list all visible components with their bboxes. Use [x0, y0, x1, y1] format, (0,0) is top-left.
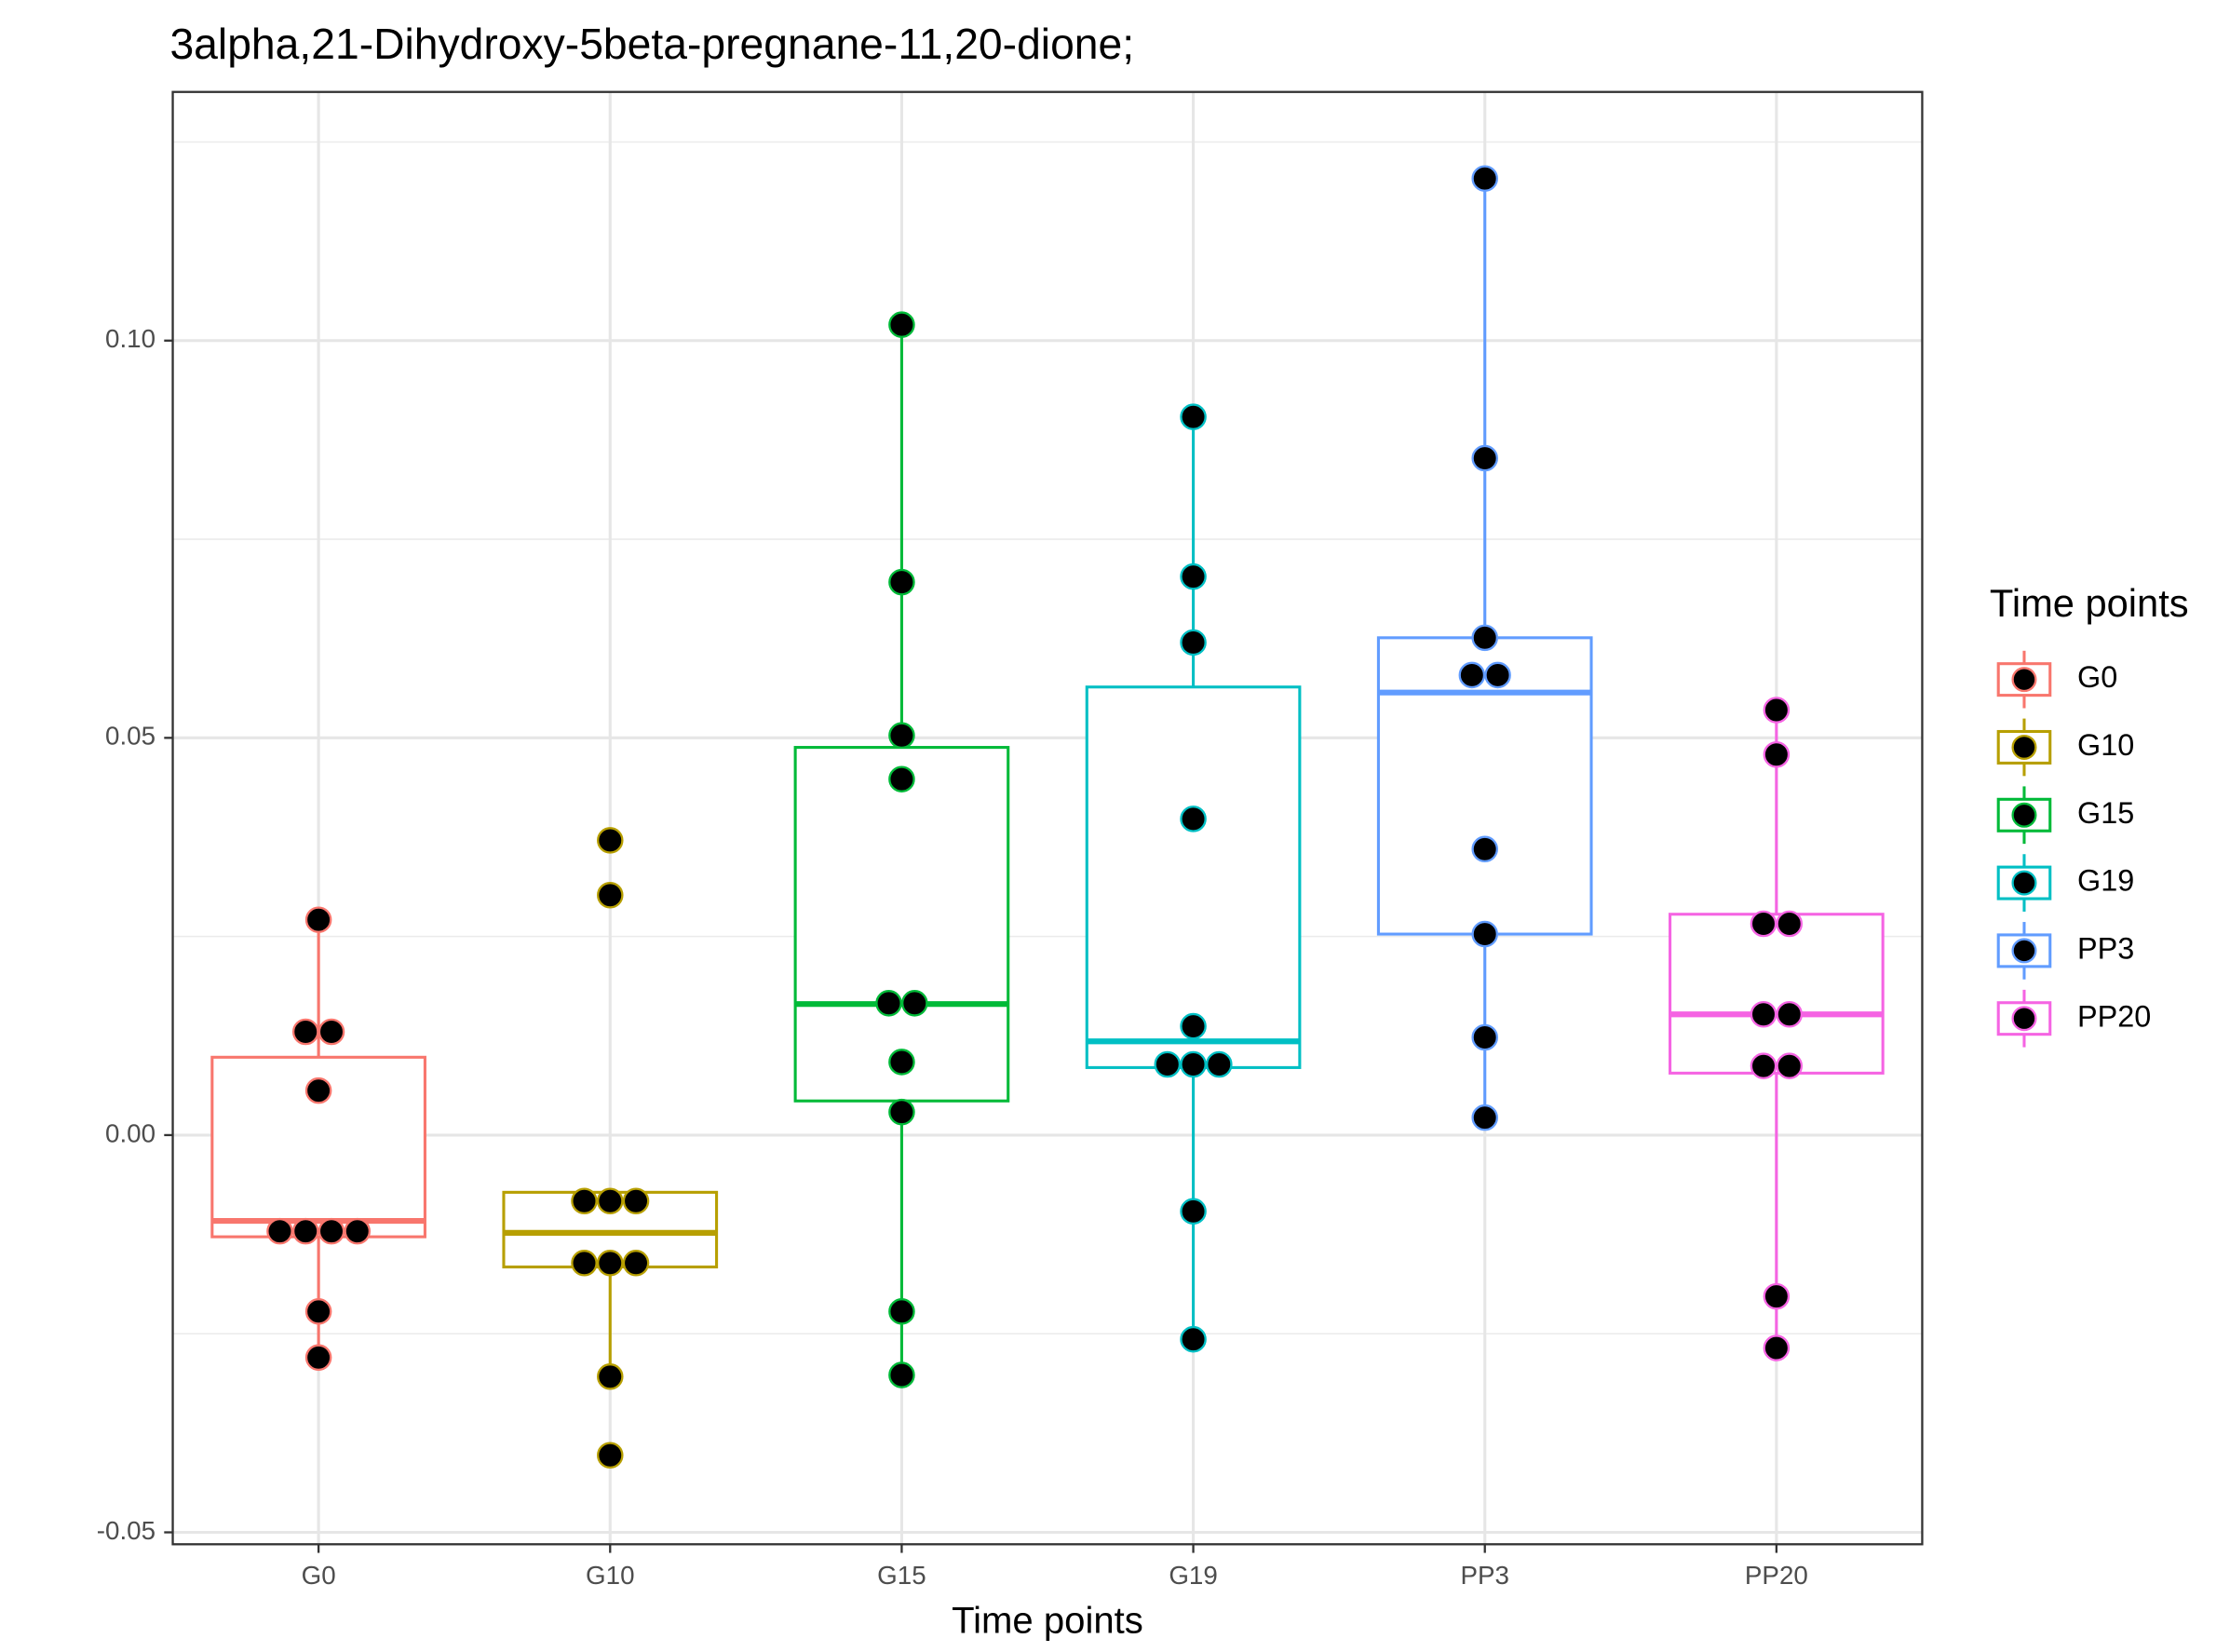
- point: [622, 1250, 650, 1277]
- box: [1669, 913, 1885, 1075]
- point: [1180, 629, 1207, 657]
- point: [291, 1217, 319, 1245]
- point: [1180, 562, 1207, 590]
- point: [304, 906, 332, 933]
- legend-key-point: [2011, 667, 2037, 693]
- point: [1471, 835, 1498, 863]
- point: [901, 990, 928, 1017]
- legend-key-point: [2011, 734, 2037, 760]
- legend-title: Time points: [1990, 581, 2189, 625]
- y-tick-label: 0.05: [105, 722, 155, 751]
- point: [597, 1363, 624, 1390]
- point: [571, 1250, 598, 1277]
- legend-key-point: [2011, 1006, 2037, 1032]
- legend-key-point: [2011, 802, 2037, 828]
- point: [888, 1049, 915, 1076]
- point: [1154, 1050, 1182, 1078]
- point: [1776, 1000, 1804, 1028]
- x-axis-title: Time points: [952, 1601, 1143, 1642]
- point: [1776, 1052, 1804, 1079]
- point: [622, 1187, 650, 1215]
- point: [1180, 1050, 1207, 1078]
- point: [1180, 403, 1207, 430]
- box: [1085, 685, 1302, 1069]
- box: [1376, 636, 1593, 936]
- point: [304, 1077, 332, 1104]
- legend-label: PP20: [2077, 999, 2151, 1033]
- point: [1206, 1050, 1233, 1078]
- point: [597, 827, 624, 854]
- point: [1750, 1052, 1777, 1079]
- point: [344, 1217, 372, 1245]
- y-tick-label: -0.05: [97, 1516, 155, 1545]
- legend-label: PP3: [2077, 931, 2134, 965]
- point: [597, 882, 624, 909]
- box: [793, 746, 1010, 1103]
- x-tick-label: G19: [1169, 1561, 1217, 1590]
- point: [266, 1217, 293, 1245]
- point: [1458, 661, 1486, 689]
- point: [1471, 624, 1498, 652]
- point: [1471, 1104, 1498, 1131]
- legend-key-point: [2011, 870, 2037, 896]
- chart-title: 3alpha,21-Dihydroxy-5beta-pregnane-11,20…: [169, 20, 1134, 68]
- legend-label: G10: [2077, 728, 2134, 762]
- legend-label: G15: [2077, 796, 2134, 830]
- point: [1180, 1012, 1207, 1040]
- point: [597, 1187, 624, 1215]
- point: [1750, 910, 1777, 938]
- point: [597, 1442, 624, 1469]
- point: [571, 1187, 598, 1215]
- point: [1763, 1334, 1791, 1361]
- point: [1763, 740, 1791, 768]
- x-tick-label: PP20: [1745, 1561, 1808, 1590]
- x-tick-label: G10: [586, 1561, 634, 1590]
- x-tick-label: G0: [302, 1561, 336, 1590]
- point: [888, 1361, 915, 1388]
- point: [888, 722, 915, 750]
- point: [304, 1298, 332, 1325]
- point: [597, 1250, 624, 1277]
- point: [1484, 661, 1511, 689]
- point: [291, 1018, 319, 1046]
- panel-border: [171, 90, 1924, 1546]
- point: [318, 1217, 345, 1245]
- point: [888, 1298, 915, 1325]
- point: [1180, 1325, 1207, 1353]
- legend-label: G0: [2077, 660, 2117, 694]
- point: [888, 765, 915, 792]
- x-tick-label: G15: [877, 1561, 926, 1590]
- point: [1750, 1000, 1777, 1028]
- point: [1471, 165, 1498, 192]
- y-tick-label: 0.00: [105, 1118, 155, 1147]
- point: [1776, 910, 1804, 938]
- point: [888, 1098, 915, 1126]
- point: [1180, 806, 1207, 833]
- point: [875, 990, 902, 1017]
- x-tick-label: PP3: [1460, 1561, 1508, 1590]
- point: [888, 568, 915, 596]
- point: [1763, 697, 1791, 724]
- point: [318, 1018, 345, 1046]
- legend-key-point: [2011, 938, 2037, 964]
- point: [1763, 1282, 1791, 1310]
- point: [1471, 920, 1498, 948]
- point: [304, 1344, 332, 1372]
- point: [1180, 1198, 1207, 1225]
- y-tick-label: 0.10: [105, 324, 155, 353]
- point: [1471, 1023, 1498, 1051]
- point: [1471, 444, 1498, 472]
- point: [888, 311, 915, 338]
- legend-label: G19: [2077, 864, 2134, 898]
